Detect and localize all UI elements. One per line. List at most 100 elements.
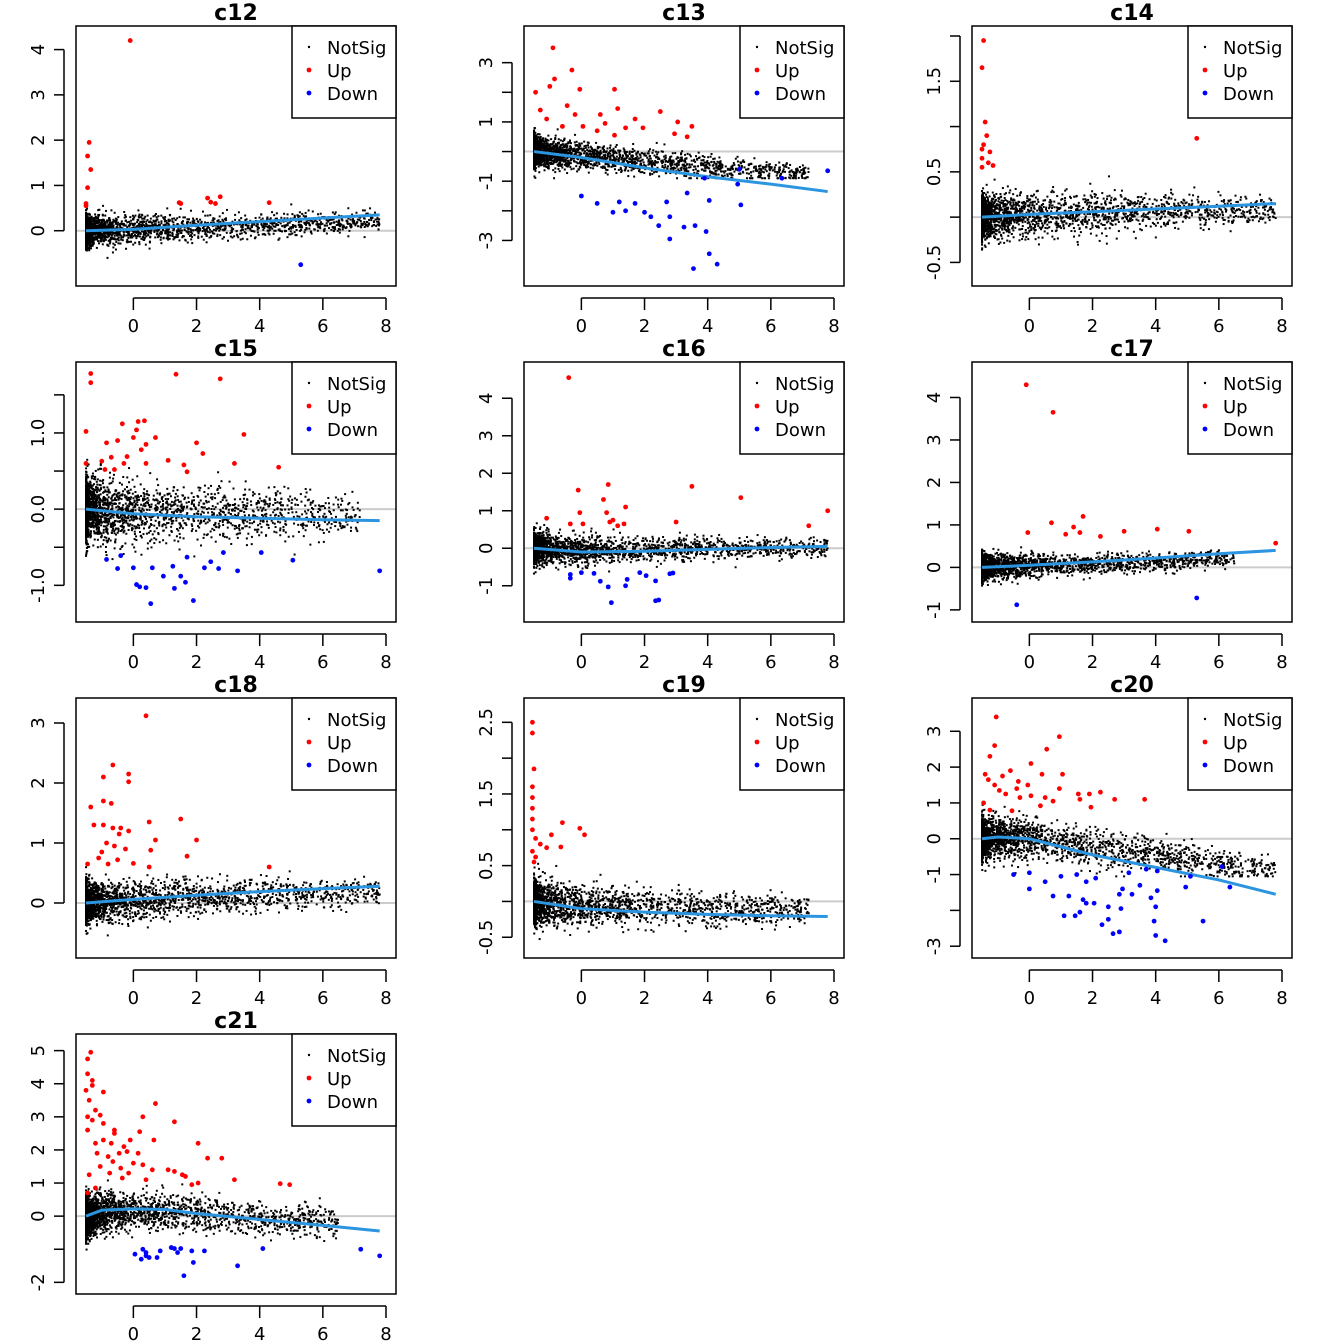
- notsig-point: [140, 237, 143, 240]
- notsig-point: [680, 166, 683, 169]
- notsig-point: [101, 213, 104, 216]
- notsig-point: [145, 225, 148, 228]
- notsig-point: [683, 174, 686, 177]
- notsig-point: [124, 219, 127, 222]
- notsig-point: [117, 216, 120, 219]
- notsig-point: [256, 231, 259, 234]
- notsig-point: [534, 167, 537, 170]
- notsig-point: [201, 210, 204, 213]
- notsig-point: [554, 138, 557, 141]
- notsig-point: [612, 150, 615, 153]
- notsig-point: [554, 143, 557, 146]
- notsig-point: [325, 232, 328, 235]
- notsig-point: [106, 232, 109, 235]
- down-point: [616, 199, 622, 205]
- notsig-point: [1090, 205, 1093, 208]
- notsig-point: [574, 144, 577, 147]
- notsig-point: [304, 211, 307, 214]
- notsig-point: [274, 225, 277, 228]
- notsig-point: [679, 156, 682, 159]
- notsig-point: [117, 236, 120, 239]
- notsig-point: [612, 158, 615, 161]
- notsig-point: [631, 148, 634, 151]
- notsig-point: [1019, 219, 1022, 222]
- notsig-point: [559, 161, 562, 164]
- notsig-point: [541, 155, 544, 158]
- notsig-point: [1002, 211, 1005, 214]
- notsig-point: [1199, 227, 1202, 230]
- notsig-point: [91, 244, 94, 247]
- notsig-point: [573, 153, 576, 156]
- notsig-point: [127, 233, 130, 236]
- notsig-point: [713, 161, 716, 164]
- notsig-point: [991, 218, 994, 221]
- notsig-point: [293, 216, 296, 219]
- notsig-point: [284, 229, 287, 232]
- notsig-point: [801, 164, 804, 167]
- notsig-point: [120, 235, 123, 238]
- notsig-point: [109, 240, 112, 243]
- notsig-point: [273, 214, 276, 217]
- notsig-point: [266, 216, 269, 219]
- notsig-point: [200, 221, 203, 224]
- notsig-point: [577, 151, 580, 154]
- notsig-point: [223, 228, 226, 231]
- y-tick-label: 1: [28, 180, 49, 191]
- notsig-point: [128, 225, 131, 228]
- notsig-point: [231, 228, 234, 231]
- notsig-point: [316, 220, 319, 223]
- notsig-point: [175, 233, 178, 236]
- notsig-point: [224, 224, 227, 227]
- notsig-point: [102, 232, 105, 235]
- notsig-point: [338, 222, 341, 225]
- notsig-point: [300, 224, 303, 227]
- notsig-point: [114, 220, 117, 223]
- notsig-point: [613, 156, 616, 159]
- notsig-point: [1234, 215, 1237, 218]
- notsig-point: [586, 148, 589, 151]
- notsig-point: [807, 171, 810, 174]
- x-tick-label: 2: [191, 316, 202, 337]
- notsig-point: [619, 149, 622, 152]
- notsig-point: [778, 161, 781, 164]
- notsig-point: [302, 214, 305, 217]
- notsig-point: [103, 235, 106, 238]
- notsig-point: [203, 228, 206, 231]
- notsig-point: [298, 211, 301, 214]
- notsig-point: [630, 158, 633, 161]
- notsig-point: [1160, 215, 1163, 218]
- notsig-point: [168, 219, 171, 222]
- notsig-point: [631, 162, 634, 165]
- notsig-point: [360, 222, 363, 225]
- notsig-point: [657, 156, 660, 159]
- notsig-point: [603, 148, 606, 151]
- notsig-point: [239, 232, 242, 235]
- notsig-point: [700, 159, 703, 162]
- notsig-point: [585, 160, 588, 163]
- notsig-point: [1235, 201, 1238, 204]
- notsig-point: [579, 163, 582, 166]
- notsig-point: [603, 165, 606, 168]
- notsig-point: [114, 222, 117, 225]
- notsig-point: [102, 204, 105, 207]
- notsig-point: [197, 230, 200, 233]
- notsig-point: [562, 151, 565, 154]
- notsig-point: [281, 225, 284, 228]
- notsig-point: [731, 168, 734, 171]
- notsig-point: [294, 225, 297, 228]
- notsig-point: [106, 219, 109, 222]
- notsig-point: [546, 142, 549, 145]
- notsig-point: [1241, 215, 1244, 218]
- notsig-point: [651, 160, 654, 163]
- notsig-point: [87, 218, 90, 221]
- notsig-point: [663, 155, 666, 158]
- notsig-point: [1048, 207, 1051, 210]
- notsig-point: [147, 229, 150, 232]
- notsig-point: [624, 167, 627, 170]
- notsig-point: [635, 158, 638, 161]
- notsig-point: [630, 155, 633, 158]
- notsig-point: [330, 222, 333, 225]
- up-point: [552, 76, 557, 82]
- notsig-point: [574, 152, 577, 155]
